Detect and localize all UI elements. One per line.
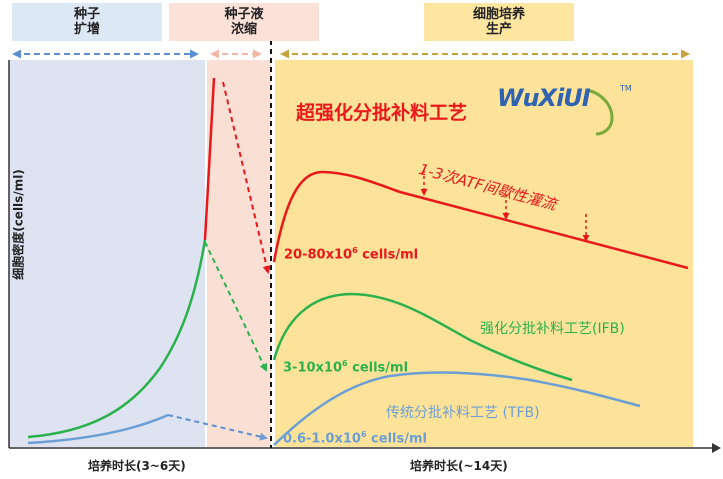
green-growth-curve <box>27 239 207 439</box>
stage-seed-concentration-line2: 浓缩 <box>230 22 257 37</box>
logo-text-blue: WuXi <box>497 84 564 112</box>
logo-swoosh-icon <box>585 88 614 136</box>
blue-density-label: 0.6-1.0x106 cells/ml <box>283 430 427 446</box>
green-density-prefix: 3-10x10 <box>283 360 343 376</box>
seed-concentration-region <box>207 60 271 447</box>
red-density-prefix: 20-80x10 <box>284 247 353 263</box>
red-production-curve <box>272 170 689 270</box>
stage-cell-production: 细胞培养 生产 <box>424 3 574 41</box>
blue-transfer-arrow <box>167 414 268 441</box>
x-axis-left-label: 培养时长(3~6天) <box>88 459 186 473</box>
seed-expansion-region <box>9 60 205 447</box>
blue-growth-curve <box>27 413 169 445</box>
green-transfer-arrow <box>204 241 268 372</box>
green-density-label: 3-10x106 cells/ml <box>283 359 408 375</box>
red-density-label: 20-80x106 cells/ml <box>284 246 418 262</box>
stage-seed-concentration: 种子液 浓缩 <box>169 3 319 41</box>
blue-density-suffix: cells/ml <box>366 431 427 447</box>
green-density-suffix: cells/ml <box>347 360 409 376</box>
ifb-label: 强化分批补料工艺(IFB) <box>480 321 625 337</box>
red-concentration-line <box>203 77 216 241</box>
stage-seed-expansion: 种子 扩增 <box>12 3 162 41</box>
stage-seed-concentration-line1: 种子液 <box>224 7 264 22</box>
red-density-suffix: cells/ml <box>357 247 419 263</box>
stage-seed-expansion-line1: 种子 <box>73 7 100 22</box>
blue-density-exp: 6 <box>360 430 367 439</box>
logo-text-accent: UI <box>563 84 590 112</box>
x-axis-arrowhead <box>712 443 721 453</box>
green-density-exp: 6 <box>342 359 348 368</box>
green-production-curve <box>272 292 573 382</box>
y-axis-label: 细胞密度(cells/ml) <box>11 169 26 280</box>
x-axis-right-label: 培养时长(~14天) <box>410 459 508 473</box>
process-title: 超强化分批补料工艺 <box>296 102 468 124</box>
stage-seed-expansion-line2: 扩增 <box>73 22 100 37</box>
logo-trademark: TM <box>620 84 632 93</box>
stage-cell-production-line2: 生产 <box>485 22 512 37</box>
stage-cell-production-line1: 细胞培养 <box>472 7 525 22</box>
red-transfer-arrow <box>222 81 271 274</box>
wuxi-logo: WuXiUI <box>497 84 591 112</box>
blue-production-curve <box>273 371 641 446</box>
red-density-exp: 6 <box>352 246 358 255</box>
tfb-label: 传统分批补料工艺 (TFB) <box>386 405 540 421</box>
blue-density-prefix: 0.6-1.0x10 <box>283 431 361 447</box>
cell-production-region <box>275 60 693 447</box>
